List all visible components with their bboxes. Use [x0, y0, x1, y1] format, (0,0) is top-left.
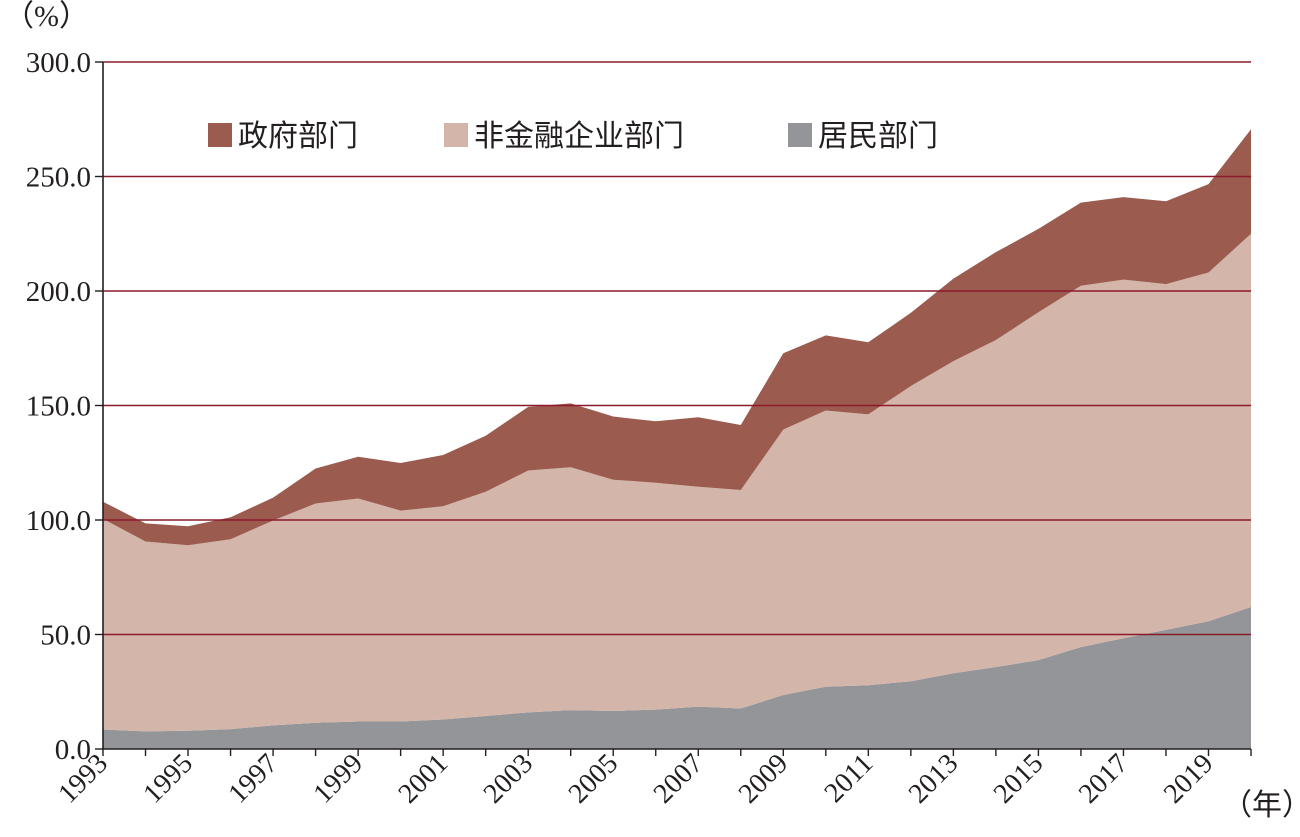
- x-tick-label: 1995: [137, 748, 199, 810]
- legend-label-household: 居民部门: [818, 119, 938, 154]
- gridlines: [103, 61, 1251, 636]
- x-tick-label: 2015: [988, 748, 1050, 810]
- area-layers: [103, 129, 1251, 749]
- y-tick-label: 50.0: [40, 620, 91, 652]
- area-nonfinancial-corporate: [103, 233, 1251, 732]
- y-tick-label: 300.0: [26, 47, 91, 79]
- x-tick-label: 2009: [733, 748, 795, 810]
- y-tick-label: 100.0: [26, 505, 91, 537]
- legend-swatch-nonfinancial-corporate: [444, 123, 468, 147]
- y-tick-label: 0.0: [55, 734, 91, 766]
- x-tick-label: 2019: [1158, 748, 1220, 810]
- x-tick-label: 1999: [308, 748, 370, 810]
- x-tick-label: 2013: [903, 748, 965, 810]
- x-tick-label: 2005: [563, 748, 625, 810]
- x-axis-ticks: 1993 1995 1997 1999 2001 2003 2005 2007 2009 2011…: [52, 748, 1252, 810]
- x-tick-label: 2007: [648, 748, 710, 810]
- x-tick-label: 2017: [1073, 748, 1135, 810]
- area-household: [103, 607, 1251, 749]
- legend-label-nonfinancial-corporate: 非金融企业部门: [474, 119, 684, 154]
- legend: 政府部门 非金融企业部门 居民部门: [208, 119, 938, 154]
- x-tick-label: 2001: [393, 748, 455, 810]
- y-unit-label: （%）: [4, 0, 89, 33]
- area-government: [103, 129, 1251, 546]
- x-unit-label: （年）: [1222, 789, 1300, 822]
- y-axis-ticks: 0.0 50.0 100.0 150.0 200.0 250.0 300.0: [26, 47, 103, 766]
- y-tick-label: 250.0: [26, 162, 91, 194]
- x-tick-label: 2003: [478, 748, 540, 810]
- legend-swatch-government: [208, 123, 232, 147]
- y-tick-label: 150.0: [26, 391, 91, 423]
- x-tick-label: 1997: [223, 748, 285, 810]
- legend-swatch-household: [788, 123, 812, 147]
- legend-label-government: 政府部门: [238, 119, 358, 154]
- y-tick-label: 200.0: [26, 276, 91, 308]
- x-tick-label: 2011: [818, 748, 879, 809]
